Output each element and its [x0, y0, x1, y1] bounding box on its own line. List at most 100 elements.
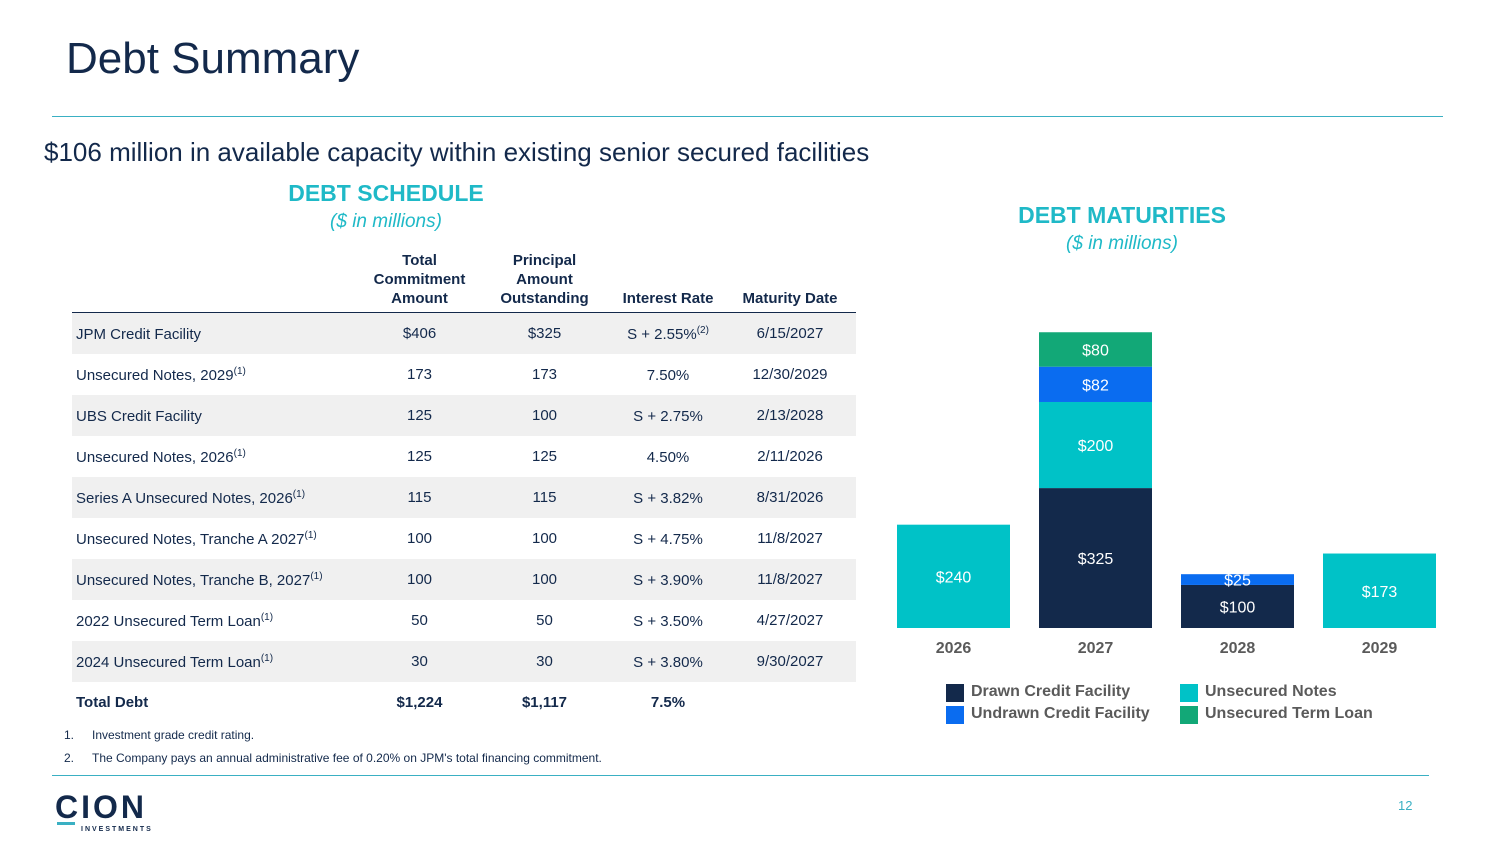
row-principal: 125	[531, 448, 558, 465]
row-name: Unsecured Notes, Tranche B, 2027(1)	[72, 559, 362, 600]
chart-legend: Drawn Credit Facility Unsecured Notes Undr…	[946, 683, 1426, 727]
row-commitment: 50	[411, 612, 428, 629]
row-principal: $325	[477, 312, 612, 354]
row-rate: S + 4.75%	[633, 530, 703, 548]
legend-swatch	[946, 684, 964, 702]
row-rate: S + 2.75%	[612, 395, 724, 436]
legend-label: Unsecured Notes	[1205, 683, 1337, 700]
row-name: 2024 Unsecured Term Loan(1)	[72, 641, 362, 682]
x-tick-label: 2029	[1362, 640, 1398, 657]
data-label: $25	[1224, 573, 1251, 590]
row-commitment: 30	[362, 641, 477, 682]
data-label: $82	[1082, 377, 1109, 394]
table-row: 2024 Unsecured Term Loan(1) 30 30 S + 3.80%…	[72, 641, 856, 682]
header-principal: Principal Amount Outstanding	[477, 251, 612, 313]
row-commitment: 100	[406, 530, 433, 547]
data-label: $240	[936, 569, 972, 586]
row-rate: S + 3.80%	[612, 641, 724, 682]
row-rate: S + 2.55%(2)	[612, 312, 724, 354]
table-header-row: Total Commitment Amount Principal Amount…	[72, 251, 856, 313]
legend-label: Undrawn Credit Facility	[971, 705, 1150, 722]
footnotes: 1. Investment grade credit rating. 2. The …	[64, 727, 602, 773]
legend-swatch	[1180, 706, 1198, 724]
row-maturity: 8/31/2026	[724, 477, 856, 518]
row-principal: 50	[536, 612, 553, 629]
maturities-title: DEBT MATURITIES	[1018, 202, 1226, 228]
data-label: $173	[1362, 584, 1398, 601]
row-name: Unsecured Notes, Tranche A 2027(1)	[76, 529, 317, 548]
row-commitment: 115	[362, 477, 477, 518]
header-commitment: Total Commitment Amount	[362, 251, 477, 313]
total-row: Total Debt $1,224 $1,117 7.5%	[72, 682, 856, 722]
total-name: Total Debt	[76, 693, 149, 711]
x-tick-label: 2027	[1078, 640, 1114, 657]
data-label: $80	[1082, 342, 1109, 359]
row-rate: S + 3.50%	[633, 612, 703, 630]
row-maturity: 11/8/2027	[724, 559, 856, 600]
table-row: UBS Credit Facility 125 100 S + 2.75% 2/13/2…	[72, 395, 856, 436]
legend-swatch	[1180, 684, 1198, 702]
bar-2028-undrawn-credit-facility	[1181, 574, 1294, 585]
row-commitment: 173	[406, 366, 433, 383]
row-rate: S + 3.82%	[612, 477, 724, 518]
row-maturity: 4/27/2027	[756, 612, 824, 629]
row-commitment: $406	[362, 312, 477, 354]
footnote-1: 1. Investment grade credit rating.	[64, 728, 255, 742]
bar-2027-unsecured-notes	[1039, 401, 1152, 489]
schedule-subtitle: ($ in millions)	[330, 211, 442, 232]
row-maturity: 9/30/2027	[724, 641, 856, 682]
row-commitment: 100	[362, 559, 477, 600]
bar-2026-unsecured-notes	[897, 524, 1010, 628]
footnote-2: 2. The Company pays an annual administrat…	[64, 751, 602, 765]
row-commitment: 125	[406, 448, 433, 465]
row-maturity: 2/13/2028	[724, 395, 856, 436]
table-row: Series A Unsecured Notes, 2026(1) 115 115 S…	[72, 477, 856, 518]
data-label: $200	[1078, 438, 1114, 455]
legend-label: Unsecured Term Loan	[1205, 705, 1373, 722]
row-name: JPM Credit Facility	[72, 312, 362, 354]
row-principal: 30	[477, 641, 612, 682]
debt-maturities-chart: $240 2026 $325 $200 $82 $80 2027 $100 $25 2028 $17…	[897, 332, 1436, 657]
row-rate: 4.50%	[646, 448, 690, 466]
row-principal: 100	[531, 530, 558, 547]
cion-logo: CION INVESTMENTS	[55, 790, 151, 833]
schedule-title: DEBT SCHEDULE	[288, 180, 484, 206]
total-rate: 7.5%	[650, 693, 686, 711]
bar-2029-unsecured-notes	[1323, 553, 1436, 628]
header-rate: Interest Rate	[612, 251, 724, 313]
x-tick-label: 2028	[1220, 640, 1256, 657]
row-principal: 115	[477, 477, 612, 518]
svg-text:CION: CION	[55, 790, 147, 825]
data-label: $100	[1220, 599, 1256, 616]
bar-2027-undrawn-credit-facility	[1039, 366, 1152, 402]
bottom-divider	[52, 775, 1429, 776]
row-rate: 7.50%	[646, 366, 690, 384]
row-name: 2022 Unsecured Term Loan(1)	[76, 611, 274, 630]
bar-2028-drawn-credit-facility	[1181, 584, 1294, 628]
legend-swatch	[946, 706, 964, 724]
row-principal: 100	[477, 559, 612, 600]
bar-2027-unsecured-term-loan	[1039, 332, 1152, 367]
table-row: Unsecured Notes, Tranche B, 2027(1) 100 10…	[72, 559, 856, 600]
row-maturity: 2/11/2026	[757, 448, 823, 465]
page-number: 12	[1398, 798, 1413, 813]
table-row: Unsecured Notes, 2029(1) 173 173 7.50% 12/30…	[72, 354, 856, 395]
header-name	[72, 251, 362, 313]
table-row: JPM Credit Facility $406 $325 S + 2.55%(2) 6…	[72, 312, 856, 354]
row-name: Series A Unsecured Notes, 2026(1)	[72, 477, 362, 518]
header-maturity: Maturity Date	[724, 251, 856, 313]
row-principal: 100	[477, 395, 612, 436]
legend-label: Drawn Credit Facility	[971, 683, 1131, 700]
total-maturity	[724, 682, 856, 722]
page-title: Debt Summary	[66, 34, 360, 83]
page-subtitle: $106 million in available capacity withi…	[44, 137, 870, 167]
row-commitment: 125	[362, 395, 477, 436]
bar-2027-drawn-credit-facility	[1039, 488, 1152, 628]
maturities-subtitle: ($ in millions)	[1066, 233, 1178, 254]
total-commitment: $1,224	[396, 693, 443, 711]
top-divider	[52, 116, 1443, 117]
total-principal: $1,117	[521, 693, 568, 711]
table-row: Unsecured Notes, 2026(1) 125 125 4.50% 2/11/…	[72, 436, 856, 477]
row-rate: S + 3.90%	[612, 559, 724, 600]
row-name: UBS Credit Facility	[72, 395, 362, 436]
